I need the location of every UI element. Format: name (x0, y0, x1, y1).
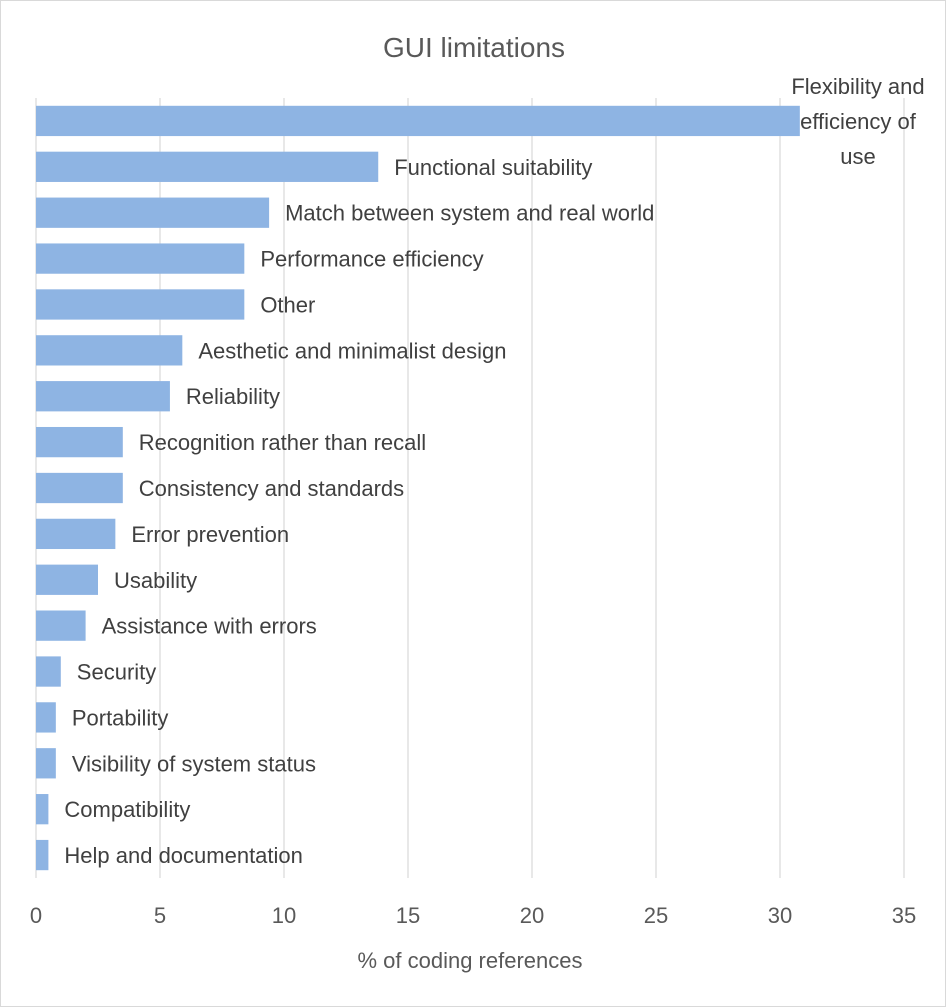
bar (36, 794, 49, 825)
category-label: Compatibility (64, 797, 190, 822)
category-label: Performance efficiency (260, 247, 483, 272)
x-tick-label: 10 (272, 903, 296, 928)
bar (36, 702, 56, 733)
category-label: Consistency and standards (139, 476, 404, 501)
chart-title: GUI limitations (383, 32, 565, 63)
bar (36, 656, 61, 687)
bar (36, 472, 123, 504)
x-tick-label: 15 (396, 903, 420, 928)
bar (36, 381, 170, 412)
category-label: Error prevention (131, 522, 289, 547)
bar (36, 105, 800, 137)
category-label: Aesthetic and minimalist design (198, 338, 506, 363)
category-label: Help and documentation (64, 843, 303, 868)
category-label: Visibility of system status (72, 751, 316, 776)
category-label: Security (77, 660, 156, 685)
x-tick-label: 35 (892, 903, 916, 928)
bar (36, 335, 183, 366)
bar (36, 426, 123, 458)
gridlines (35, 98, 905, 878)
bar (36, 748, 56, 779)
bar (36, 839, 49, 871)
category-label: Functional suitability (394, 155, 592, 180)
category-label: Reliability (186, 384, 280, 409)
category-label: Usability (114, 568, 197, 593)
bars (36, 105, 800, 871)
category-label: Flexibility and efficiency of use (791, 74, 924, 169)
category-label: Recognition rather than recall (139, 430, 426, 455)
x-tick-label: 30 (768, 903, 792, 928)
category-label: Other (260, 292, 315, 317)
bar (36, 610, 86, 641)
x-axis-title: % of coding references (357, 948, 582, 973)
x-axis-ticks: 0 5 10 15 20 25 30 35 (30, 903, 916, 928)
category-label: Match between system and real world (285, 201, 654, 226)
bar (36, 151, 379, 182)
x-tick-label: 25 (644, 903, 668, 928)
category-label: Portability (72, 705, 169, 730)
bar (36, 197, 270, 228)
x-tick-label: 5 (154, 903, 166, 928)
x-tick-label: 20 (520, 903, 544, 928)
bar (36, 518, 116, 550)
bar-labels: Flexibility and efficiency of use Functiona… (64, 74, 924, 868)
x-tick-label: 0 (30, 903, 42, 928)
bar (36, 289, 245, 320)
bar (36, 564, 98, 595)
category-label: Assistance with errors (102, 614, 317, 639)
bar (36, 243, 245, 274)
